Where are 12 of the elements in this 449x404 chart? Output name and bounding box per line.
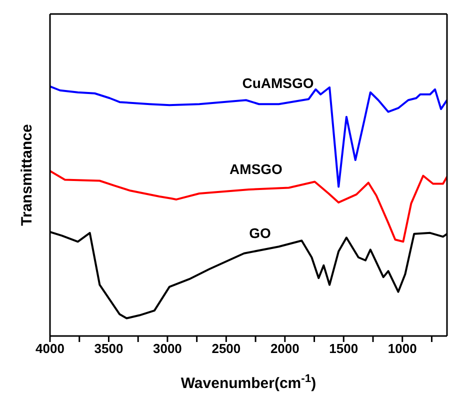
- x-tick-label: 4000: [36, 341, 64, 356]
- x-tick-label: 1500: [329, 341, 358, 356]
- x-tick-label: 3000: [152, 341, 182, 356]
- x-tick-label: 3500: [94, 341, 124, 356]
- series-label: GO: [249, 225, 271, 241]
- series-label: AMSGO: [230, 161, 283, 177]
- x-axis-title: Wavenumber(cm$^{-1}$): [180, 373, 316, 392]
- series-label: CuAMSGO: [242, 75, 314, 91]
- x-tick-label: 2500: [212, 341, 241, 356]
- x-tick-label: 1000: [388, 341, 417, 356]
- y-axis-title: Transmittance: [18, 124, 36, 226]
- x-tick-label: 2000: [270, 341, 300, 356]
